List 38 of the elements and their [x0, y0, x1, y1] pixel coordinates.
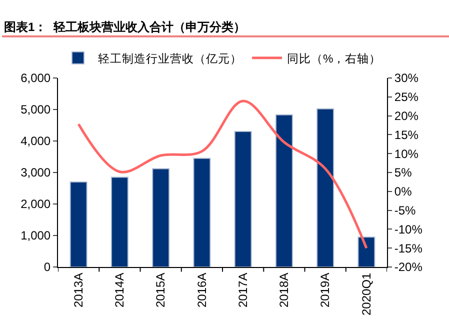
legend-label: 同比（%，右轴） — [287, 52, 382, 66]
bar — [152, 168, 170, 267]
y2-tick-label: -15% — [394, 241, 423, 256]
y2-tick-label: 5% — [394, 166, 412, 180]
y2-tick-label: -5% — [394, 204, 416, 218]
bar — [70, 181, 88, 267]
y2-tick-label: 10% — [394, 146, 419, 161]
bar — [110, 176, 128, 267]
x-tick-label: 2015A — [154, 272, 168, 308]
x-tick-label: 2014A — [112, 272, 127, 308]
x-tick-label: 2013A — [71, 272, 86, 308]
y-tick-label: 6,000 — [20, 71, 51, 86]
line-series — [77, 100, 368, 250]
x-tick-label: 2018A — [277, 272, 292, 308]
y-tick-label: 2,000 — [20, 197, 51, 212]
bar — [316, 108, 334, 267]
x-tick-label: 2019A — [318, 272, 332, 308]
y-tick-label: 5,000 — [20, 102, 51, 117]
y2-tick-label: -20% — [394, 260, 423, 274]
bar — [193, 158, 211, 267]
y2-tick-label: -10% — [394, 222, 423, 236]
x-tick-label: 2017A — [236, 272, 250, 308]
y2-tick-label: 25% — [394, 90, 419, 104]
x-tick-label: 2020Q1 — [359, 272, 374, 316]
y2-tick-label: 0% — [394, 184, 412, 199]
bar — [234, 131, 252, 267]
y2-tick-label: 20% — [394, 109, 419, 123]
bar — [275, 114, 293, 267]
chart-title: 图表1： 轻工板块营业收入合计（申万分类） — [4, 20, 246, 34]
y-tick-label: 0 — [44, 260, 51, 274]
bar — [358, 236, 376, 267]
y-tick-label: 3,000 — [20, 166, 51, 180]
legend-label: 轻工制造行业营收（亿元） — [98, 52, 242, 66]
y2-tick-label: 30% — [394, 71, 419, 86]
y-tick-label: 1,000 — [20, 228, 51, 243]
x-tick-label: 2016A — [194, 272, 209, 308]
y2-tick-label: 15% — [394, 128, 419, 142]
y-tick-label: 4,000 — [20, 134, 51, 148]
